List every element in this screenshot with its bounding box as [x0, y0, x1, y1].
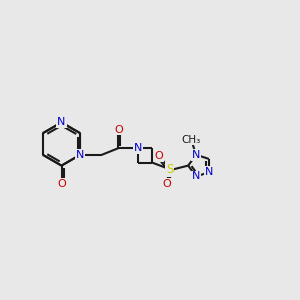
- Text: N: N: [57, 117, 66, 128]
- Text: N: N: [134, 143, 142, 153]
- Text: N: N: [205, 167, 213, 177]
- Text: N: N: [76, 150, 84, 160]
- Text: O: O: [155, 151, 164, 161]
- Text: O: O: [162, 179, 171, 189]
- Text: N: N: [192, 150, 200, 160]
- Text: S: S: [166, 163, 173, 176]
- Text: CH₃: CH₃: [182, 135, 201, 145]
- Text: O: O: [114, 124, 123, 135]
- Text: O: O: [57, 179, 66, 189]
- Text: N: N: [192, 171, 200, 182]
